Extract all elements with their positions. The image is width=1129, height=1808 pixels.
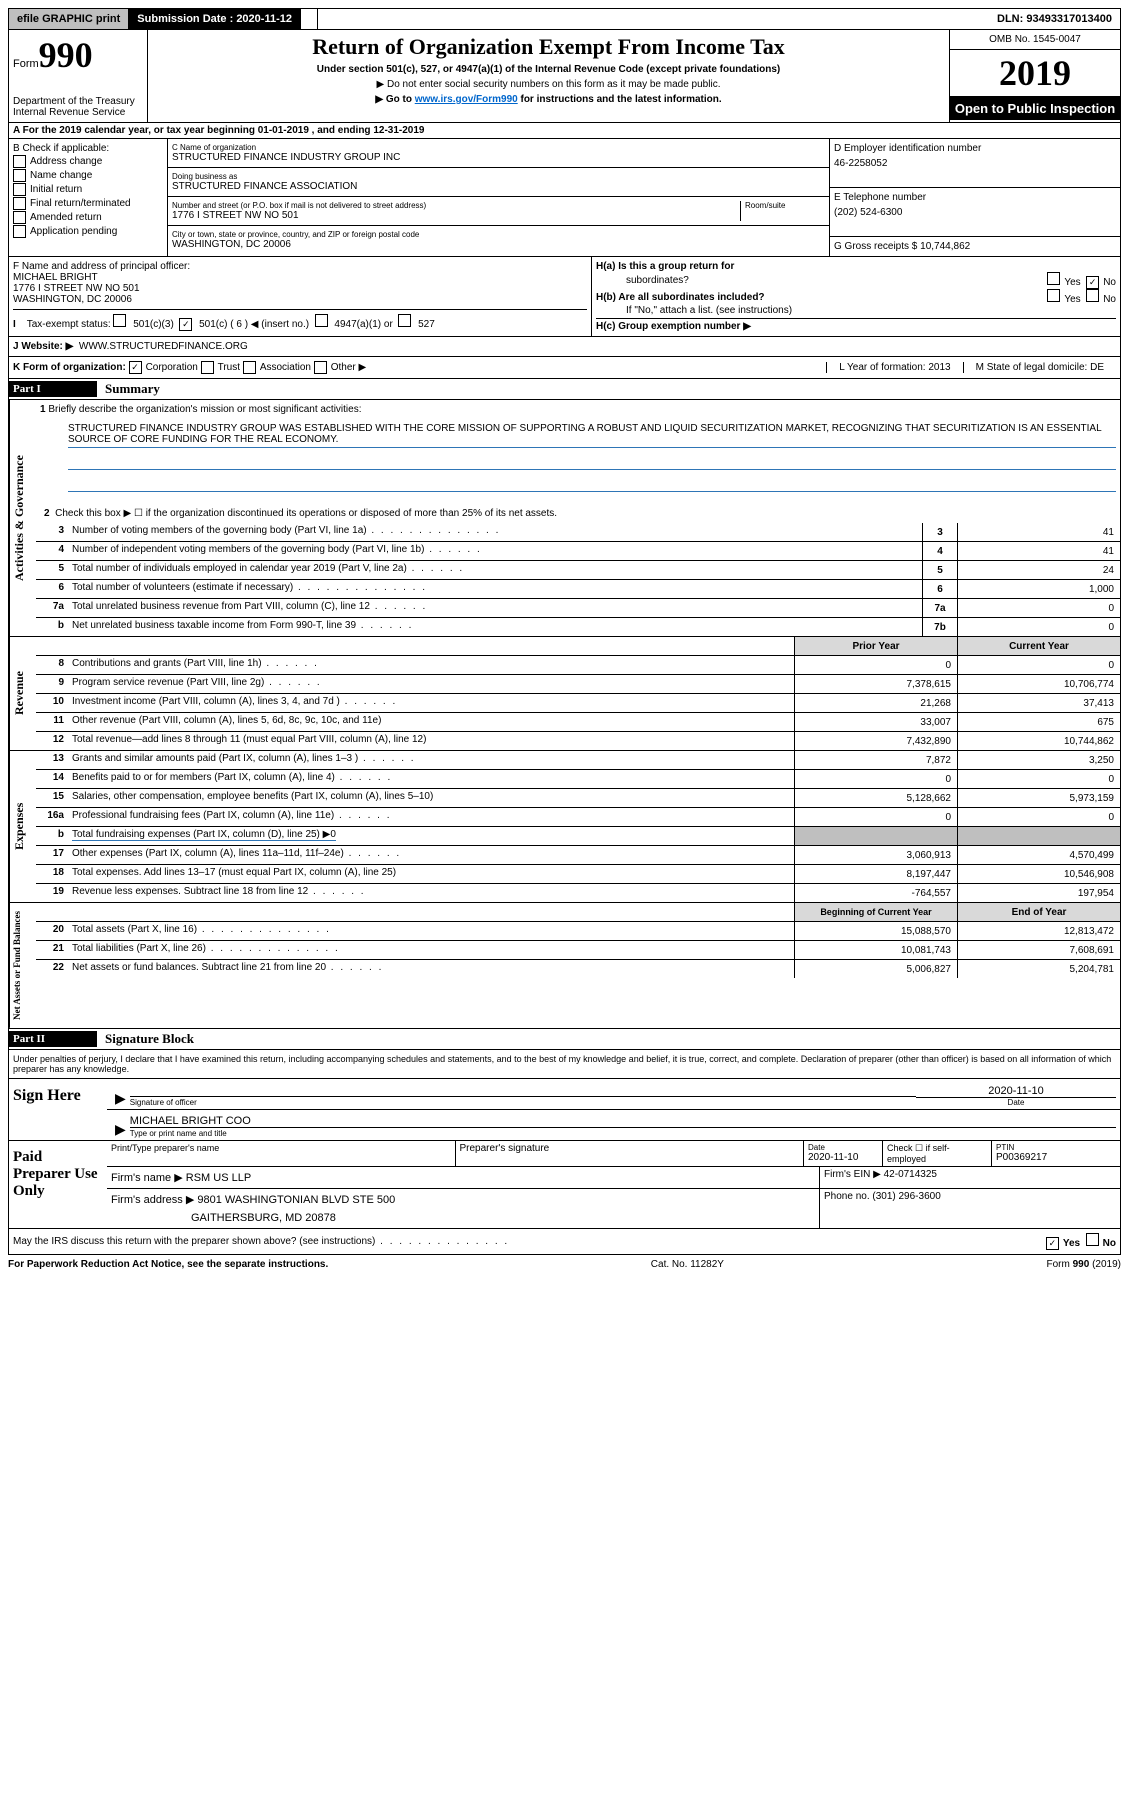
- main-title: Return of Organization Exempt From Incom…: [152, 34, 945, 60]
- chk-name-change[interactable]: [13, 169, 26, 182]
- paid-preparer-block: Paid Preparer Use Only Print/Type prepar…: [8, 1141, 1121, 1229]
- sign-here-block: Sign Here ▶ Signature of officer 2020-11…: [8, 1079, 1121, 1141]
- chk-hb-yes[interactable]: [1047, 289, 1060, 302]
- section-deg: D Employer identification number 46-2258…: [829, 139, 1120, 256]
- side-netassets: Net Assets or Fund Balances: [9, 903, 36, 1028]
- subtitle-1: Under section 501(c), 527, or 4947(a)(1)…: [152, 64, 945, 75]
- dba-name: STRUCTURED FINANCE ASSOCIATION: [172, 181, 825, 192]
- website-url: WWW.STRUCTUREDFINANCE.ORG: [79, 341, 248, 352]
- city-state-zip: WASHINGTON, DC 20006: [172, 239, 825, 250]
- section-fh: F Name and address of principal officer:…: [8, 257, 1121, 337]
- row-j-website: J Website: ▶ WWW.STRUCTUREDFINANCE.ORG: [8, 337, 1121, 357]
- row-a-tax-year: A For the 2019 calendar year, or tax yea…: [8, 123, 1121, 139]
- officer-name: MICHAEL BRIGHT: [13, 272, 587, 283]
- street-address: 1776 I STREET NW NO 501: [172, 210, 740, 221]
- end-year-header: End of Year: [957, 903, 1120, 921]
- submission-date: Submission Date : 2020-11-12: [129, 9, 301, 29]
- arrow-icon: ▶: [115, 1090, 126, 1107]
- prior-year-header: Prior Year: [794, 637, 957, 655]
- omb-number: OMB No. 1545-0047: [950, 30, 1120, 50]
- phone: (202) 524-6300: [834, 207, 1116, 218]
- officer-addr1: 1776 I STREET NW NO 501: [13, 283, 587, 294]
- irs-label: Internal Revenue Service: [13, 107, 143, 118]
- firm-addr1: 9801 WASHINGTONIAN BLVD STE 500: [197, 1194, 395, 1206]
- chk-501c3[interactable]: [113, 314, 126, 327]
- efile-graphic-button[interactable]: efile GRAPHIC print: [9, 9, 129, 29]
- signer-name: MICHAEL BRIGHT COO: [130, 1115, 1116, 1127]
- section-b: B Check if applicable: Address change Na…: [9, 139, 168, 256]
- current-year-header: Current Year: [957, 637, 1120, 655]
- officer-addr2: WASHINGTON, DC 20006: [13, 294, 587, 305]
- chk-assoc[interactable]: [243, 361, 256, 374]
- firm-phone: Phone no. (301) 296-3600: [819, 1189, 1120, 1228]
- activities-section: Activities & Governance 1 Briefly descri…: [8, 400, 1121, 637]
- page-footer: For Paperwork Reduction Act Notice, see …: [8, 1255, 1121, 1274]
- firm-name: RSM US LLP: [186, 1172, 251, 1184]
- form-prefix: Form: [13, 58, 39, 70]
- side-expenses: Expenses: [9, 751, 36, 902]
- chk-501c[interactable]: ✓: [179, 318, 192, 331]
- part-2-header: Part II Signature Block: [8, 1029, 1121, 1050]
- chk-corp[interactable]: ✓: [129, 361, 142, 374]
- firm-addr2: GAITHERSBURG, MD 20878: [111, 1212, 815, 1224]
- state-domicile: M State of legal domicile: DE: [963, 362, 1116, 373]
- preparer-date: 2020-11-10: [808, 1152, 878, 1163]
- chk-address-change[interactable]: [13, 155, 26, 168]
- dln-number: DLN: 93493317013400: [989, 9, 1120, 29]
- tax-year: 2019: [950, 50, 1120, 97]
- chk-initial-return[interactable]: [13, 183, 26, 196]
- dept-treasury: Department of the Treasury: [13, 96, 143, 107]
- chk-discuss-no[interactable]: [1086, 1233, 1099, 1246]
- chk-amended[interactable]: [13, 211, 26, 224]
- sign-date: 2020-11-10: [916, 1085, 1116, 1097]
- chk-final-return[interactable]: [13, 197, 26, 210]
- irs-link[interactable]: www.irs.gov/Form990: [415, 94, 518, 105]
- chk-ha-no[interactable]: ✓: [1086, 276, 1099, 289]
- revenue-section: Revenue Prior Year Current Year 8Contrib…: [8, 637, 1121, 751]
- subtitle-3: ▶ Go to www.irs.gov/Form990 for instruct…: [152, 94, 945, 105]
- chk-app-pending[interactable]: [13, 225, 26, 238]
- open-public-badge: Open to Public Inspection: [950, 97, 1120, 120]
- chk-other[interactable]: [314, 361, 327, 374]
- form-number: 990: [39, 35, 93, 75]
- org-name: STRUCTURED FINANCE INDUSTRY GROUP INC: [172, 152, 825, 163]
- side-revenue: Revenue: [9, 637, 36, 750]
- chk-trust[interactable]: [201, 361, 214, 374]
- subtitle-2: ▶ Do not enter social security numbers o…: [152, 79, 945, 90]
- expenses-section: Expenses 13Grants and similar amounts pa…: [8, 751, 1121, 903]
- form-header: Form990 Department of the Treasury Inter…: [8, 30, 1121, 123]
- penalty-statement: Under penalties of perjury, I declare th…: [8, 1050, 1121, 1079]
- arrow-icon: ▶: [115, 1121, 126, 1138]
- side-activities: Activities & Governance: [9, 400, 36, 636]
- row-klm: K Form of organization: ✓ Corporation Tr…: [8, 357, 1121, 379]
- chk-4947[interactable]: [315, 314, 328, 327]
- top-bar: efile GRAPHIC print Submission Date : 20…: [8, 8, 1121, 30]
- section-c: C Name of organization STRUCTURED FINANC…: [168, 139, 829, 256]
- netassets-section: Net Assets or Fund Balances Beginning of…: [8, 903, 1121, 1029]
- spacer: [301, 9, 318, 29]
- year-formation: L Year of formation: 2013: [826, 362, 962, 373]
- gross-receipts: G Gross receipts $ 10,744,862: [834, 241, 1116, 252]
- mission-text: STRUCTURED FINANCE INDUSTRY GROUP WAS ES…: [68, 423, 1116, 448]
- part-1-header: Part I Summary: [8, 379, 1121, 400]
- section-bcdeg: B Check if applicable: Address change Na…: [8, 139, 1121, 257]
- discuss-row: May the IRS discuss this return with the…: [8, 1229, 1121, 1255]
- begin-year-header: Beginning of Current Year: [794, 903, 957, 921]
- firm-ein: 42-0714325: [884, 1169, 937, 1180]
- chk-discuss-yes[interactable]: ✓: [1046, 1237, 1059, 1250]
- chk-527[interactable]: [398, 314, 411, 327]
- chk-ha-yes[interactable]: [1047, 272, 1060, 285]
- ein: 46-2258052: [834, 158, 1116, 169]
- chk-hb-no[interactable]: [1086, 289, 1099, 302]
- ptin: P00369217: [996, 1152, 1116, 1163]
